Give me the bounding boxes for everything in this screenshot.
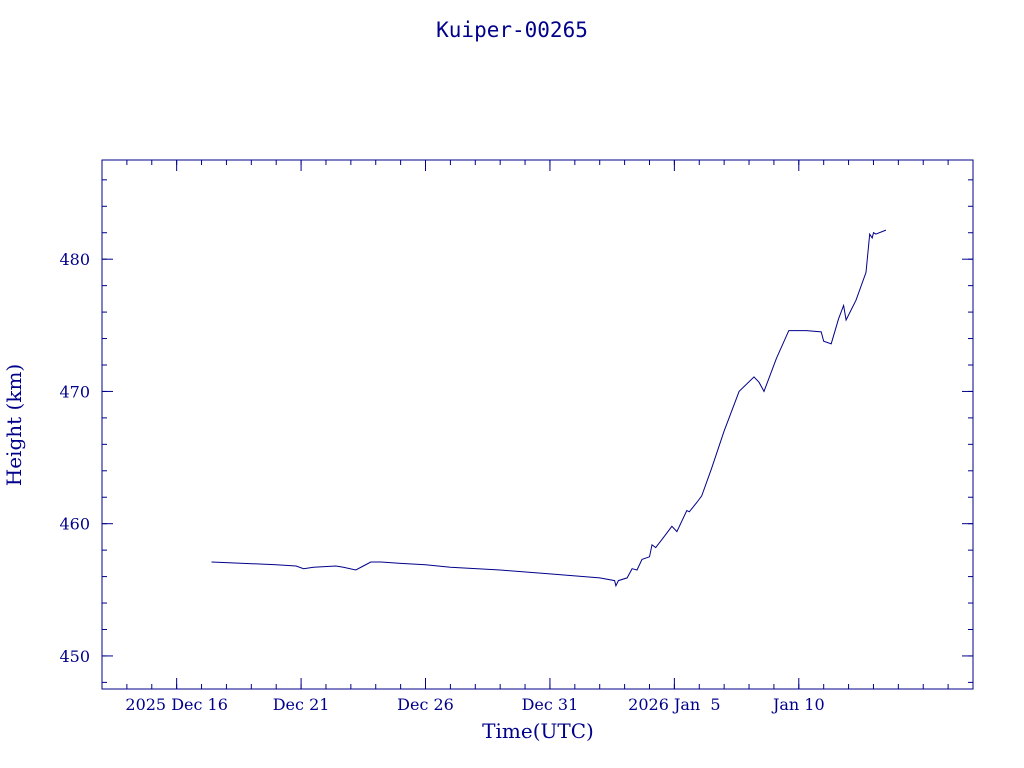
- height-series-line: [211, 229, 887, 588]
- x-tick-label: Dec 26: [397, 695, 454, 714]
- x-tick-labels: 2025 Dec 16 Dec 21 Dec 26 Dec 31 2026 Jan 5 J…: [125, 695, 824, 714]
- y-tick-label: 470: [59, 382, 90, 401]
- x-tick-label: 2026 Jan 5: [628, 695, 720, 714]
- y-tick-label: 480: [59, 250, 90, 269]
- chart-title: Kuiper-00265: [436, 18, 588, 42]
- y-tick-labels: 450 460 470 480: [59, 250, 90, 666]
- x-tick-label: Jan 10: [771, 695, 825, 714]
- y-tick-label: 450: [59, 647, 90, 666]
- x-tick-label: 2025 Dec 16: [125, 695, 228, 714]
- x-axis-label: Time(UTC): [482, 719, 594, 743]
- axis-ticks: [101, 160, 974, 689]
- plot-frame: [101, 159, 974, 690]
- y-tick-label: 460: [59, 515, 90, 534]
- y-axis-label: Height (km): [2, 364, 26, 486]
- x-tick-label: Dec 21: [273, 695, 330, 714]
- x-tick-label: Dec 31: [522, 695, 579, 714]
